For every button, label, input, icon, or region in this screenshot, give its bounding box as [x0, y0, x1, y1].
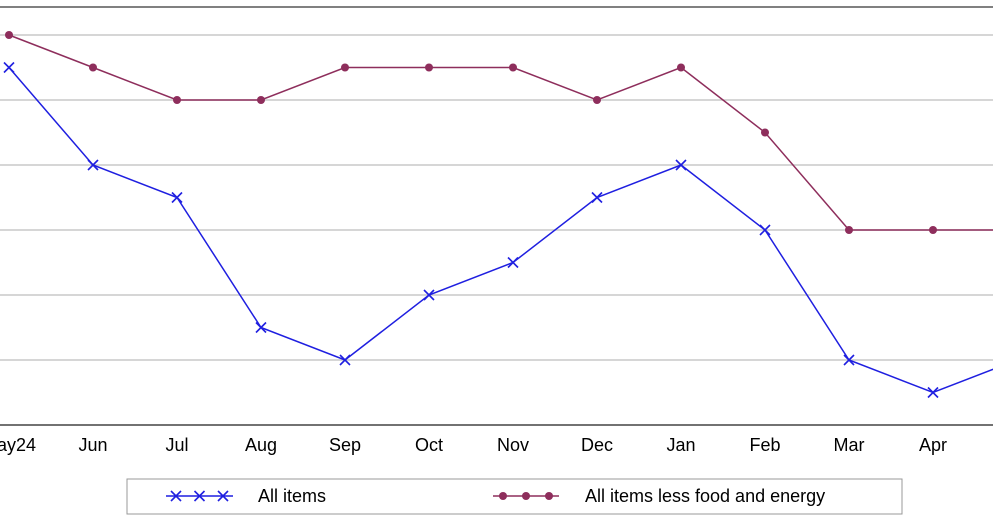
data-point — [929, 226, 937, 234]
legend-marker — [217, 490, 229, 502]
x-marker-stroke — [3, 61, 15, 74]
data-point — [341, 63, 349, 72]
x-marker-stroke — [170, 490, 182, 502]
data-point — [677, 63, 685, 72]
x-tick-label: Jan — [666, 435, 695, 455]
data-point — [593, 96, 601, 104]
series — [3, 31, 993, 399]
x-marker-stroke — [927, 386, 939, 399]
data-point — [423, 289, 435, 301]
data-point — [927, 386, 939, 399]
x-tick-label: Nov — [497, 435, 529, 455]
data-point — [507, 256, 519, 269]
x-marker-stroke — [339, 354, 351, 366]
series-line — [8, 34, 993, 231]
x-marker-stroke — [217, 490, 229, 502]
data-point — [845, 226, 853, 234]
data-point — [339, 354, 351, 366]
data-point — [843, 354, 855, 366]
x-marker-stroke — [193, 490, 206, 502]
x-tick-label: Feb — [749, 435, 780, 455]
x-tick-labels: May24JunJulAugSepOctNovDecJanFebMarAprMa… — [0, 435, 947, 455]
x-marker-stroke — [591, 191, 603, 204]
legend-marker — [170, 490, 182, 502]
data-point — [3, 61, 15, 74]
data-point — [89, 63, 97, 72]
data-point — [257, 96, 265, 104]
x-tick-label: Jul — [165, 435, 188, 455]
x-tick-label: Aug — [245, 435, 277, 455]
legend-label: All items less food and energy — [585, 486, 825, 506]
x-tick-label: Dec — [581, 435, 613, 455]
x-marker-stroke — [171, 191, 183, 204]
data-point — [171, 191, 183, 204]
data-point — [591, 191, 603, 204]
x-marker-stroke — [87, 159, 99, 171]
data-point — [87, 159, 99, 171]
series-2 — [5, 31, 993, 234]
x-marker-stroke — [759, 224, 771, 236]
x-tick-label: Jun — [78, 435, 107, 455]
x-tick-label: Sep — [329, 435, 361, 455]
data-point — [761, 128, 769, 137]
legend-marker — [193, 490, 206, 502]
x-tick-label: Mar — [834, 435, 865, 455]
data-point — [509, 63, 517, 72]
data-point — [425, 63, 433, 72]
x-marker-stroke — [255, 321, 267, 334]
data-point — [255, 321, 267, 334]
x-marker-stroke — [675, 159, 687, 171]
y-gridlines — [0, 34, 993, 426]
legend-marker — [499, 492, 507, 500]
x-tick-label: Oct — [415, 435, 443, 455]
legend: All items All items less food and energy — [126, 478, 903, 515]
data-point — [173, 96, 181, 104]
legend-marker — [522, 492, 530, 500]
x-marker-stroke — [507, 256, 519, 269]
x-tick-label: Apr — [919, 435, 947, 455]
x-tick-label: May24 — [0, 435, 36, 455]
legend-item-1: All items — [166, 486, 326, 506]
series-1 — [3, 61, 993, 399]
x-marker-stroke — [843, 354, 855, 366]
legend-label: All items — [258, 486, 326, 506]
legend-item-2: All items less food and energy — [493, 486, 825, 506]
data-point — [675, 159, 687, 171]
x-marker-stroke — [423, 289, 435, 301]
legend-marker — [545, 492, 553, 500]
data-point — [5, 31, 13, 39]
data-point — [759, 224, 771, 236]
